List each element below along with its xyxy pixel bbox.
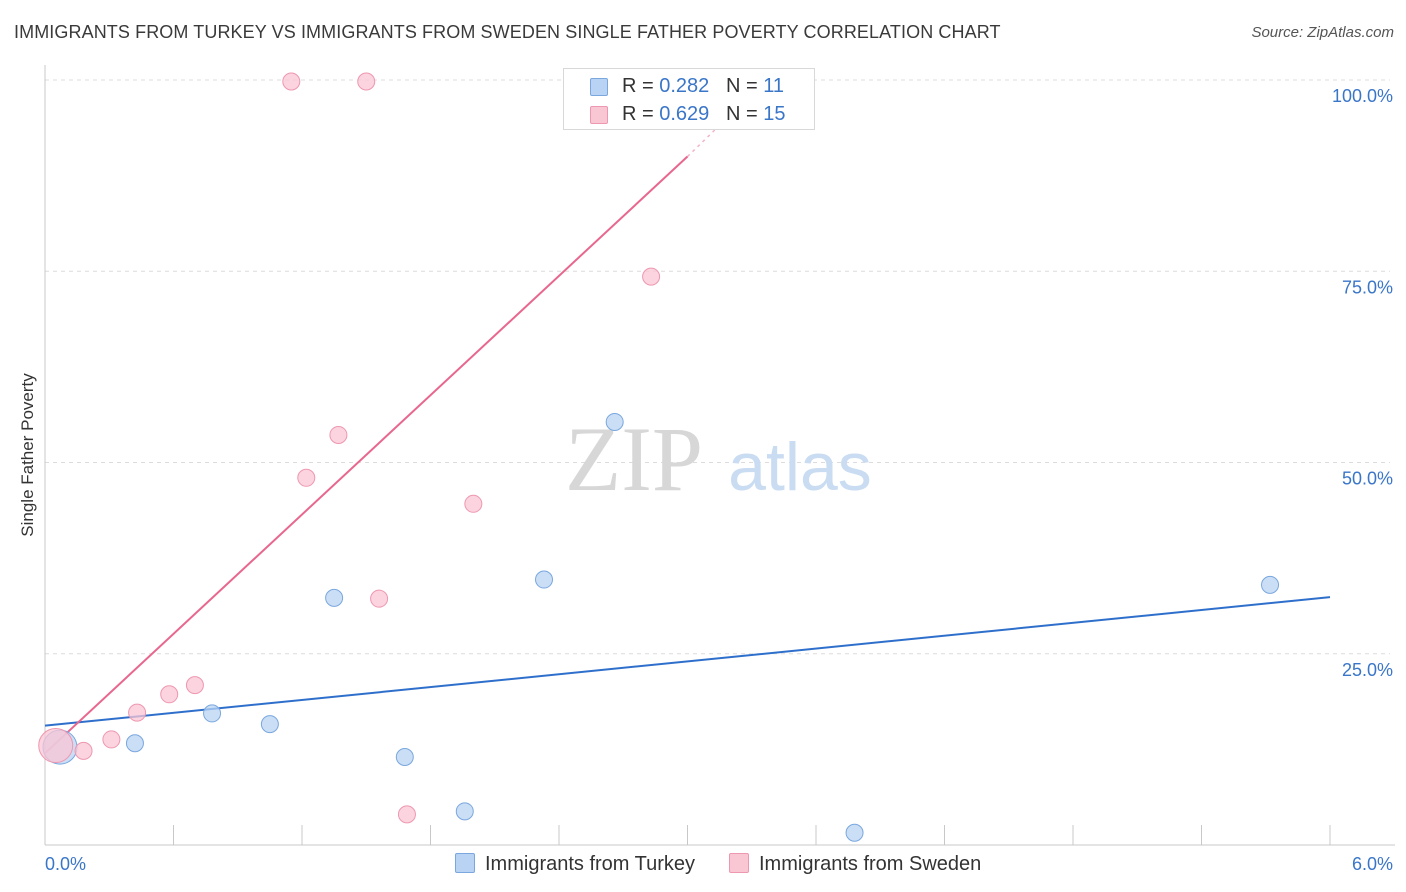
point-turkey xyxy=(325,588,344,607)
point-turkey xyxy=(455,802,474,821)
point-turkey xyxy=(1261,575,1280,594)
y-axis-label: Single Father Poverty xyxy=(18,373,37,537)
watermark-zip: ZIP xyxy=(565,408,703,510)
y-tick-label: 50.0% xyxy=(1342,469,1393,489)
chart-title: IMMIGRANTS FROM TURKEY VS IMMIGRANTS FRO… xyxy=(14,22,1001,42)
x-tick-label: 0.0% xyxy=(45,854,86,874)
bottom-legend-label-sweden: Immigrants from Sweden xyxy=(759,853,982,875)
r-value-turkey: 0.282 xyxy=(659,75,710,97)
correlation-legend: R = 0.282 N = 11 R = 0.629 N = 15 xyxy=(563,68,815,130)
point-sweden xyxy=(397,805,416,824)
point-sweden xyxy=(297,468,316,487)
point-sweden xyxy=(128,703,147,722)
bottom-legend-swatch-sweden xyxy=(729,853,749,873)
r-label: R = xyxy=(622,103,660,125)
point-turkey xyxy=(203,704,222,723)
watermark-atlas: atlas xyxy=(728,429,872,505)
point-turkey xyxy=(395,748,414,767)
n-value-sweden: 15 xyxy=(763,103,786,125)
point-sweden xyxy=(160,685,179,704)
n-value-turkey: 11 xyxy=(763,75,784,97)
axes xyxy=(44,65,1395,846)
point-sweden xyxy=(185,676,204,695)
y-tick-label: 100.0% xyxy=(1332,86,1393,106)
point-sweden xyxy=(282,72,301,91)
point-turkey xyxy=(535,570,554,589)
point-sweden xyxy=(464,494,483,513)
point-turkey xyxy=(260,715,279,734)
point-sweden xyxy=(38,728,74,764)
trend-lines xyxy=(44,121,1331,754)
trend-line-sweden xyxy=(44,155,689,754)
n-label: N = xyxy=(725,103,764,125)
bottom-legend-swatch-turkey xyxy=(455,853,475,873)
trend-line-turkey xyxy=(44,596,1331,727)
point-turkey xyxy=(605,412,624,431)
point-turkey xyxy=(125,734,144,753)
grid-lines xyxy=(45,79,1390,655)
bottom-legend-sweden: Immigrants from Sweden xyxy=(729,851,981,877)
source-label: Source: ZipAtlas.com xyxy=(1251,24,1394,41)
x-tick-label: 6.0% xyxy=(1352,854,1393,874)
r-label: R = xyxy=(622,75,660,97)
bottom-legend-turkey: Immigrants from Turkey xyxy=(455,851,695,877)
tick-labels: 25.0% 50.0% 75.0% 100.0% 0.0% 6.0% xyxy=(45,86,1393,874)
legend-text-sweden: R = 0.629 N = 15 xyxy=(622,100,785,128)
n-label: N = xyxy=(725,75,764,97)
legend-text-turkey: R = 0.282 N = 11 xyxy=(622,72,784,100)
point-sweden xyxy=(329,425,348,444)
legend-swatch-turkey xyxy=(590,78,608,96)
point-sweden xyxy=(642,267,661,286)
r-value-sweden: 0.629 xyxy=(659,103,710,125)
point-sweden xyxy=(74,741,93,760)
legend-swatch-sweden xyxy=(590,106,608,124)
bottom-legend-label-turkey: Immigrants from Turkey xyxy=(485,853,696,875)
y-tick-label: 25.0% xyxy=(1342,660,1393,680)
point-turkey xyxy=(845,823,864,842)
point-sweden xyxy=(357,72,376,91)
y-tick-label: 75.0% xyxy=(1342,277,1393,297)
trend-extension-sweden xyxy=(686,121,724,158)
point-sweden xyxy=(370,589,389,608)
point-sweden xyxy=(102,730,121,749)
